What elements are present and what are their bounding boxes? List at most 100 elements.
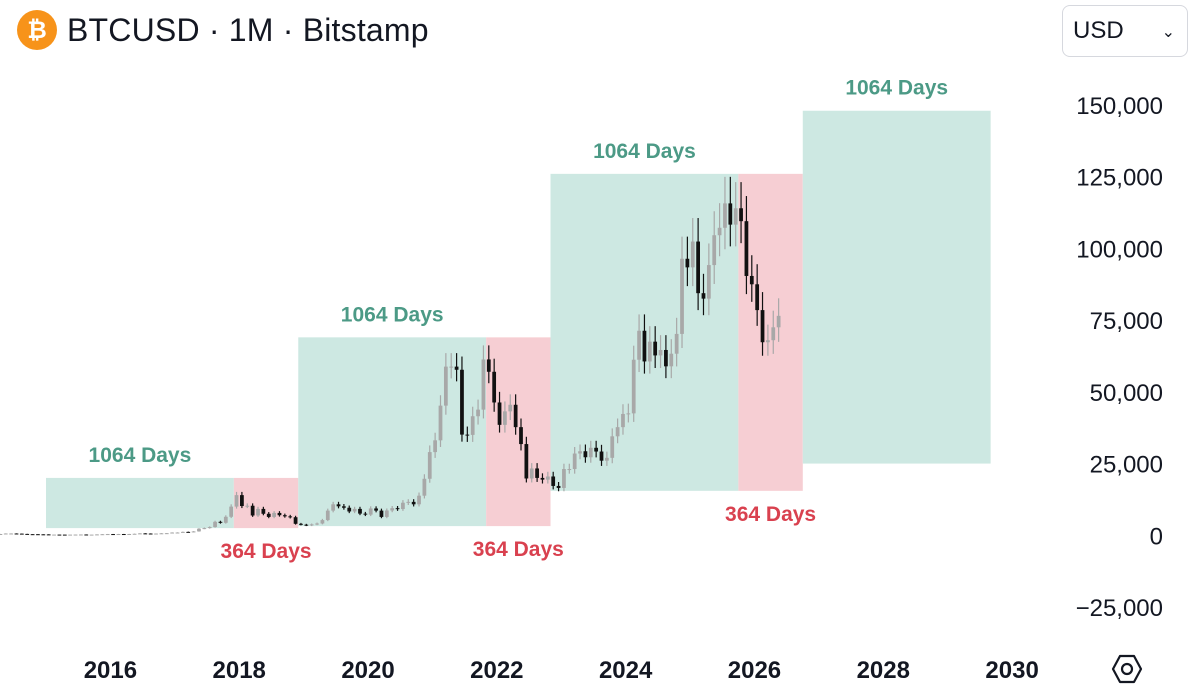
candle-body xyxy=(588,447,593,458)
candle-body xyxy=(733,208,738,225)
candle-body xyxy=(755,284,760,311)
x-tick-label: 2024 xyxy=(599,657,653,684)
candle-body xyxy=(497,402,502,425)
candle-body xyxy=(545,476,550,480)
candle-body xyxy=(100,534,105,536)
chart-header: ₿ BTCUSD · 1M · Bitstamp xyxy=(17,10,429,50)
currency-select-value: USD xyxy=(1073,17,1124,44)
candle-body xyxy=(443,366,448,406)
candle-body xyxy=(701,293,706,299)
candle-body xyxy=(25,533,30,535)
candle-body xyxy=(384,510,389,517)
candle-body xyxy=(116,534,121,536)
candle-body xyxy=(73,534,78,536)
bear-cycle-box xyxy=(738,173,803,491)
candle-body xyxy=(406,501,411,503)
candle-body xyxy=(14,533,19,535)
candle-body xyxy=(250,505,255,516)
candle-body xyxy=(245,505,250,507)
candle-body xyxy=(105,534,110,536)
candle-body xyxy=(674,333,679,354)
price-axis[interactable]: 150,000 125,000 100,000 75,000 50,000 25,000 0… xyxy=(1076,93,1163,622)
candle-body xyxy=(57,534,62,536)
candle-body xyxy=(95,534,99,536)
time-axis[interactable]: 2016 2018 2020 2022 2024 2026 2028 2030 xyxy=(84,657,1039,684)
candle-body xyxy=(529,468,534,479)
candle-body xyxy=(460,369,464,435)
candle-body xyxy=(304,524,309,526)
x-tick-label: 2022 xyxy=(470,657,523,684)
candle-body xyxy=(594,447,599,452)
candle-body xyxy=(9,533,13,535)
candle-body xyxy=(19,533,24,535)
candle-body xyxy=(223,516,228,523)
x-tick-label: 2016 xyxy=(84,657,137,684)
symbol-title: BTCUSD · 1M · Bitstamp xyxy=(67,11,429,48)
x-tick-label: 2018 xyxy=(213,657,266,684)
candle-body xyxy=(309,524,314,526)
candle-body xyxy=(551,476,556,486)
candle-body xyxy=(503,411,507,425)
candle-body xyxy=(3,533,8,535)
candle-body xyxy=(642,330,647,362)
candle-body xyxy=(417,495,421,505)
candle-body xyxy=(556,485,561,488)
candle-body xyxy=(567,469,572,471)
candle-body xyxy=(288,516,293,518)
candle-body xyxy=(760,310,765,343)
bear-cycle-label: 364 Days xyxy=(473,538,564,561)
y-tick-label: 75,000 xyxy=(1090,308,1163,335)
candle-body xyxy=(79,534,83,536)
candle-body xyxy=(540,477,545,480)
candle-body xyxy=(277,512,282,516)
candle-body xyxy=(154,533,158,535)
candle-body xyxy=(358,508,362,514)
candle-body xyxy=(229,506,234,517)
candle-body xyxy=(68,534,73,536)
candle-body xyxy=(148,533,153,535)
candle-body xyxy=(610,436,615,458)
candle-body xyxy=(164,533,169,535)
candle-body xyxy=(261,508,266,514)
candle-body xyxy=(583,451,588,458)
candle-body xyxy=(52,534,56,536)
candle-body xyxy=(336,504,341,507)
candle-body xyxy=(218,521,223,523)
candle-body xyxy=(615,427,620,437)
candle-body xyxy=(266,513,271,517)
candle-body xyxy=(465,434,470,436)
candle-body xyxy=(776,315,781,328)
candle-body xyxy=(422,478,427,496)
y-tick-label: 100,000 xyxy=(1076,236,1163,263)
candle-body xyxy=(626,413,631,415)
cycle-labels: 1064 Days 364 Days 1064 Days 364 Days 1064 D… xyxy=(89,77,949,563)
candle-body xyxy=(717,227,722,236)
candle-body xyxy=(524,444,529,479)
bull-cycle-label: 1064 Days xyxy=(341,303,444,326)
candle-body xyxy=(637,330,641,360)
candle-body xyxy=(347,507,352,512)
candle-body xyxy=(256,508,260,516)
currency-select[interactable]: USD ⌄ xyxy=(1062,5,1188,57)
candle-body xyxy=(454,366,459,370)
bull-cycle-label: 1064 Days xyxy=(845,77,948,100)
candle-body xyxy=(696,241,700,294)
candle-body xyxy=(706,265,711,299)
candle-body xyxy=(578,451,582,454)
candle-body xyxy=(744,221,749,276)
candle-body xyxy=(159,533,164,535)
candle-body xyxy=(46,534,51,536)
candle-body xyxy=(202,528,207,530)
bull-cycle-box xyxy=(802,110,991,464)
bull-cycle-label: 1064 Days xyxy=(593,140,696,163)
x-tick-label: 2026 xyxy=(728,657,781,684)
candle-body xyxy=(111,534,115,536)
candle-body xyxy=(599,451,604,461)
candle-body xyxy=(771,327,776,341)
candle-body xyxy=(331,504,336,511)
candle-body xyxy=(89,534,94,536)
candle-body xyxy=(739,208,743,222)
settings-hexagon-icon[interactable] xyxy=(1110,652,1144,686)
bear-cycle-box xyxy=(233,477,299,529)
